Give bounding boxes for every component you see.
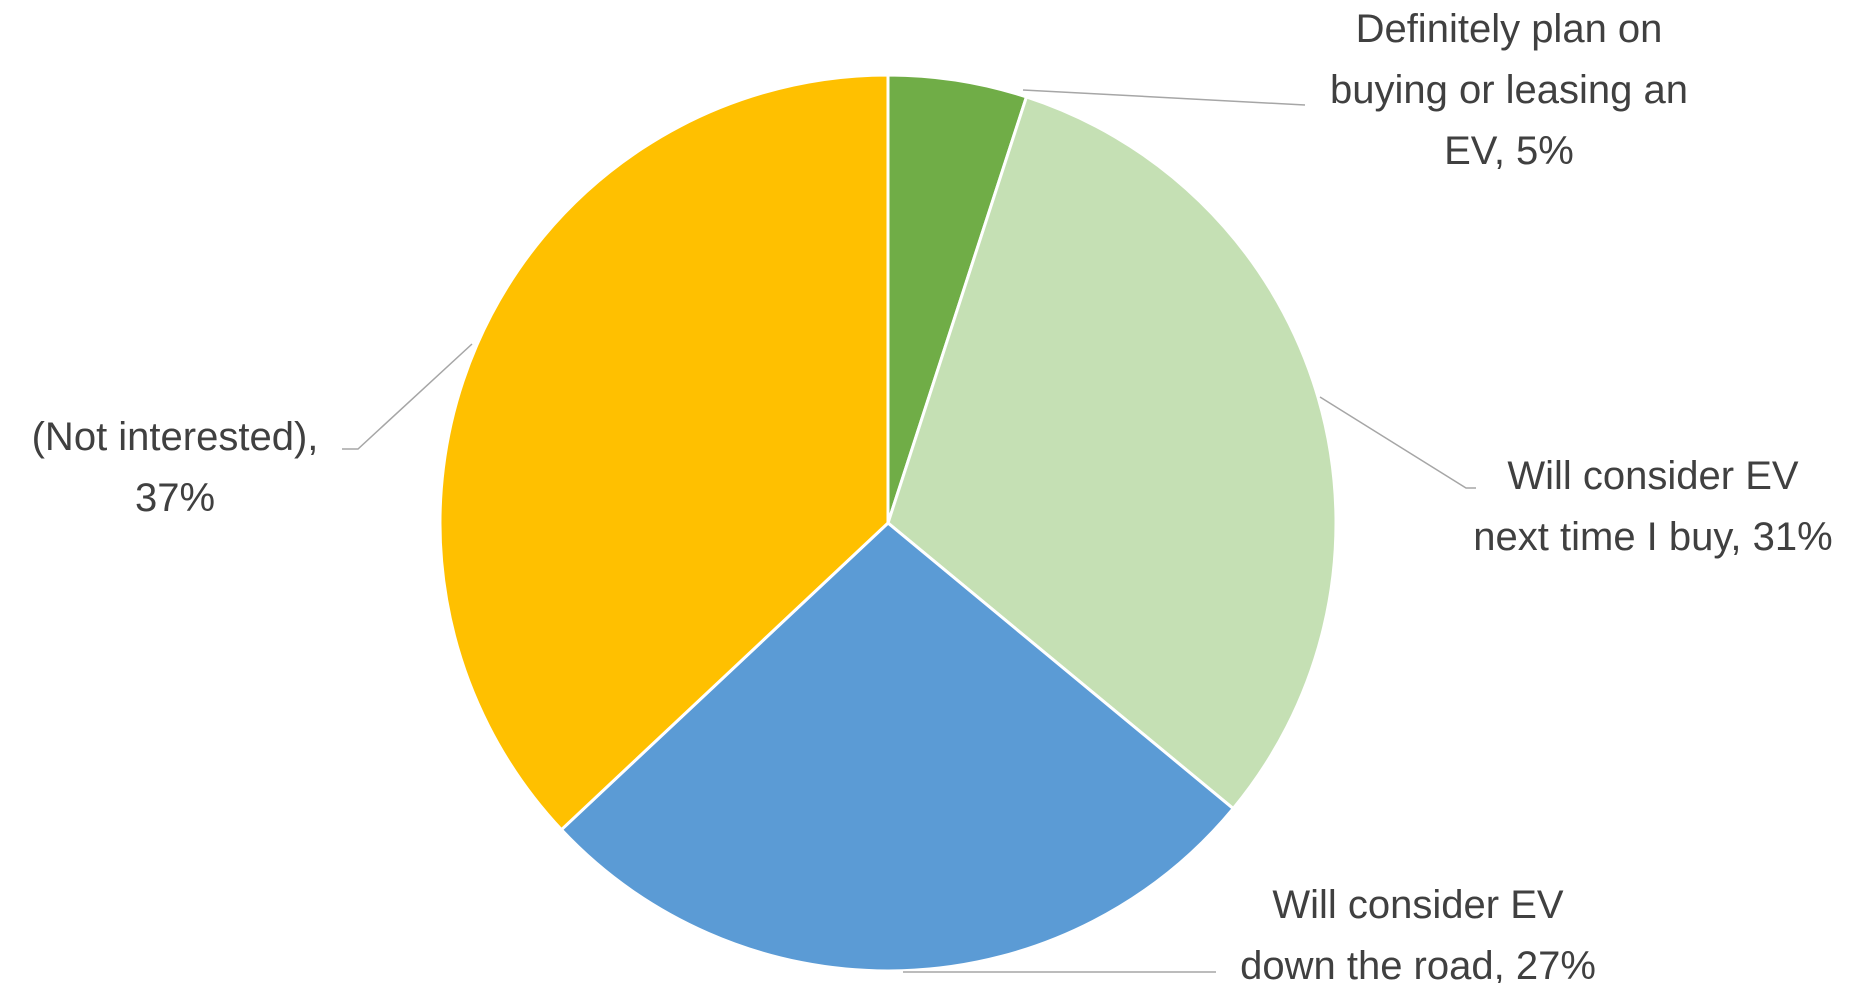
- leader-line-definitely-plan-on-buying-or-leasing-an-ev: [1022, 89, 1306, 106]
- data-label-not-interested: (Not interested), 37%: [32, 415, 319, 520]
- leader-lines: [342, 89, 1476, 973]
- data-label-line: Definitely plan on: [1356, 7, 1663, 51]
- data-label-line: buying or leasing an: [1330, 68, 1688, 112]
- data-label-line: 37%: [135, 476, 215, 520]
- data-label-line: EV, 5%: [1444, 129, 1574, 173]
- data-label-definitely-plan-on-buying-or-leasing-an-ev: Definitely plan on buying or leasing an EV…: [1330, 7, 1688, 173]
- data-label-will-consider-ev-next-time-i-buy: Will consider EV next time I buy, 31%: [1473, 454, 1832, 559]
- data-label-line: Will consider EV: [1507, 454, 1799, 498]
- data-labels: Definitely plan on buying or leasing an EV…: [32, 7, 1833, 983]
- leader-line-not-interested: [342, 343, 473, 450]
- data-label-line: down the road, 27%: [1240, 944, 1596, 983]
- pie-slice-not-interested: [438, 73, 890, 832]
- data-label-line: Will consider EV: [1272, 883, 1564, 927]
- data-label-line: next time I buy, 31%: [1473, 515, 1832, 559]
- pie-slice-will-consider-ev-next-time-i-buy: [886, 95, 1338, 811]
- data-label-will-consider-ev-down-the-road: Will consider EV down the road, 27%: [1240, 883, 1596, 983]
- data-label-line: (Not interested),: [32, 415, 319, 459]
- leader-line-will-consider-ev-next-time-i-buy: [1319, 396, 1476, 489]
- pie-slices: [438, 73, 1338, 973]
- pie-slice-will-consider-ev-down-the-road: [559, 521, 1235, 973]
